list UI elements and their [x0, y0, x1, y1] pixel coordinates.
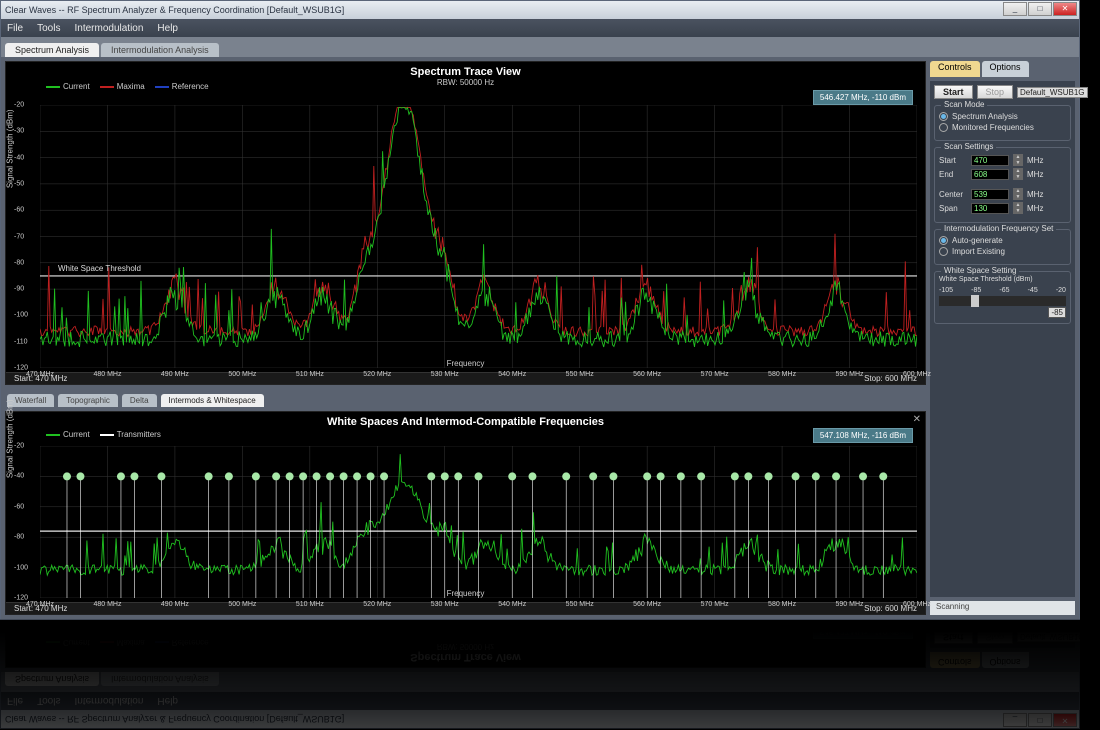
whitespace-panel: ✕ White Spaces And Intermod-Compatible F… [5, 411, 926, 615]
radio-auto-generate[interactable]: Auto-generate [939, 236, 1066, 245]
menu-help[interactable]: Help [157, 23, 178, 34]
maximize-button[interactable]: □ [1028, 713, 1052, 727]
chart1-subtitle: RBW: 50000 Hz [6, 642, 925, 651]
scan-center-label: Center [939, 190, 967, 199]
close-button[interactable]: ✕ [1053, 713, 1077, 727]
chart1-ylabel: Signal Strength (dBm) [6, 109, 15, 188]
tab-intermodulation-analysis[interactable]: Intermodulation Analysis [101, 43, 219, 57]
radio-spectrum-analysis[interactable]: Spectrum Analysis [939, 112, 1066, 121]
chart1-legend: Current Maxima Reference [6, 80, 249, 93]
radio-import-existing[interactable]: Import Existing [939, 247, 1066, 256]
chart2-title: White Spaces And Intermod-Compatible Fre… [6, 412, 925, 428]
threshold-ticks: -105 -85 -65 -45 -20 [939, 287, 1066, 294]
menu-intermodulation[interactable]: Intermodulation [74, 696, 143, 707]
close-button[interactable]: ✕ [1053, 2, 1077, 16]
chart1-ylabel: Signal Strength (dBm) [6, 619, 15, 620]
tab-intermodulation-analysis[interactable]: Intermodulation Analysis [101, 672, 219, 686]
chart2-xlabel: Frequency [447, 589, 485, 598]
ctl-tab-controls[interactable]: Controls [930, 61, 980, 77]
stop-button[interactable]: Stop [977, 85, 1014, 99]
stop-button[interactable]: Stop [977, 630, 1014, 644]
scan-start-input[interactable]: 470 [971, 155, 1009, 166]
tab-spectrum-analysis[interactable]: Spectrum Analysis [5, 43, 99, 57]
subtab-delta[interactable]: Delta [122, 394, 157, 407]
menu-file[interactable]: File [7, 23, 23, 34]
chart1-plot[interactable]: -120-110-100-90-80-70-60-50-40-30-20470 … [40, 619, 917, 624]
status-bar: Scanning [930, 601, 1075, 615]
intermod-group: Intermodulation Frequency Set Auto-gener… [934, 229, 1071, 265]
menu-help[interactable]: Help [157, 696, 178, 707]
scan-center-input[interactable]: 539 [971, 189, 1009, 200]
ctl-tab-controls[interactable]: Controls [930, 652, 980, 668]
scan-span-label: Span [939, 204, 967, 213]
menu-file[interactable]: File [7, 696, 23, 707]
minimize-button[interactable]: _ [1003, 2, 1027, 16]
scan-end-label: End [939, 170, 967, 179]
chart1-xlabel: Frequency [447, 359, 485, 368]
scan-mode-group: Scan Mode Spectrum Analysis Monitored Fr… [934, 105, 1071, 141]
scan-end-input[interactable]: 608 [971, 169, 1009, 180]
chart2-cursor-readout: 547.108 MHz, -116 dBm [813, 428, 913, 443]
scan-settings-group: Scan Settings Start 470 ▲▼ MHz End 608 ▲… [934, 147, 1071, 223]
menu-tools[interactable]: Tools [37, 696, 60, 707]
start-button[interactable]: Start [934, 85, 973, 99]
tab-spectrum-analysis[interactable]: Spectrum Analysis [5, 672, 99, 686]
menubar: File Tools Intermodulation Help [1, 692, 1079, 710]
chart1-title: Spectrum Trace View [6, 651, 925, 667]
spectrum-trace-panel: Spectrum Trace View RBW: 50000 Hz Curren… [5, 619, 926, 668]
panel-close-icon[interactable]: ✕ [913, 414, 921, 425]
window-title: Clear Waves -- RF Spectrum Analyzer & Fr… [5, 714, 344, 724]
menu-intermodulation[interactable]: Intermodulation [74, 23, 143, 34]
threshold-slider[interactable] [939, 296, 1066, 306]
whitespace-group: White Space Setting White Space Threshol… [934, 271, 1071, 324]
start-button[interactable]: Start [934, 630, 973, 644]
ctl-tab-options[interactable]: Options [982, 61, 1029, 77]
threshold-value[interactable]: -85 [1048, 307, 1066, 318]
scan-span-input[interactable]: 130 [971, 203, 1009, 214]
radio-monitored-frequencies[interactable]: Monitored Frequencies [939, 123, 1066, 132]
chart2-legend: Current Transmitters [6, 428, 201, 441]
scan-center-spinner[interactable]: ▲▼ [1013, 188, 1023, 200]
chart2-ylabel: Signal Strength (dBm) [6, 399, 15, 478]
chart1-cursor-readout: 546.427 MHz, -110 dBm [813, 90, 913, 105]
chart1-cursor-readout: 546.427 MHz, -110 dBm [813, 624, 913, 639]
subtab-intermods-whitespace[interactable]: Intermods & Whitespace [161, 394, 264, 407]
scan-end-spinner[interactable]: ▲▼ [1013, 168, 1023, 180]
chart1-legend: Current Maxima Reference [6, 636, 249, 649]
menu-tools[interactable]: Tools [37, 23, 60, 34]
spectrum-trace-panel: Spectrum Trace View RBW: 50000 Hz Curren… [5, 61, 926, 385]
maximize-button[interactable]: □ [1028, 2, 1052, 16]
chart1-plot[interactable]: -120-110-100-90-80-70-60-50-40-30-20470 … [40, 105, 917, 368]
minimize-button[interactable]: _ [1003, 713, 1027, 727]
scan-span-spinner[interactable]: ▲▼ [1013, 202, 1023, 214]
preset-select[interactable]: Default_WSUB1G [1017, 632, 1080, 643]
subtab-topographic[interactable]: Topographic [58, 394, 118, 407]
window-title: Clear Waves -- RF Spectrum Analyzer & Fr… [5, 5, 344, 15]
scan-mode-group: Scan Mode Spectrum Analysis Monitored Fr… [934, 619, 1071, 624]
menubar: File Tools Intermodulation Help [1, 19, 1079, 37]
scan-start-label: Start [939, 156, 967, 165]
scan-start-spinner[interactable]: ▲▼ [1013, 154, 1023, 166]
chart1-title: Spectrum Trace View [6, 62, 925, 78]
preset-select[interactable]: Default_WSUB1G [1017, 87, 1087, 98]
ctl-tab-options[interactable]: Options [982, 652, 1029, 668]
chart2-plot[interactable]: -120-100-80-60-40-20470 MHz480 MHz490 MH… [40, 446, 917, 598]
